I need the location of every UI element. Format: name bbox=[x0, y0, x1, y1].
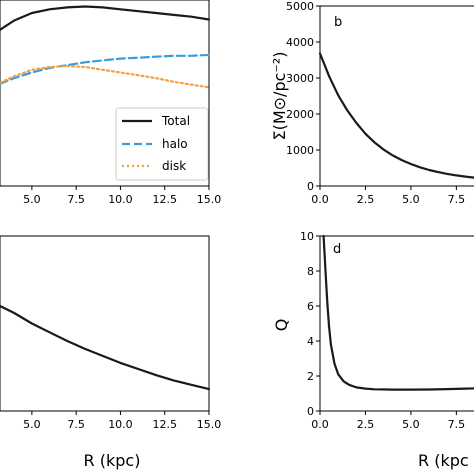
panel-d-xtick-label: 2.5 bbox=[357, 418, 375, 431]
panel-d bbox=[319, 235, 474, 412]
panel-letter-d: d bbox=[333, 242, 341, 257]
panel-d-ytick-label: 8 bbox=[307, 265, 314, 278]
panel-b-xtick-label: 2.5 bbox=[357, 193, 375, 206]
panel-d-ytick-label: 4 bbox=[307, 335, 314, 348]
panel-d-xlabel: R (kpc bbox=[418, 451, 469, 470]
legend-label-halo: halo bbox=[162, 137, 188, 151]
panel-a-series-halo-line bbox=[0, 53, 211, 85]
panel-b-ytick-label: 4000 bbox=[286, 36, 314, 49]
panel-d-ytick-label: 0 bbox=[307, 405, 314, 418]
panel-d-ytick-label: 2 bbox=[307, 370, 314, 383]
panel-c-xtick-label: 10.0 bbox=[108, 418, 133, 431]
panel-a-xtick-label: 10.0 bbox=[108, 193, 133, 206]
panel-d-xtick-label: 0.0 bbox=[311, 418, 329, 431]
panel-c-frame bbox=[0, 235, 210, 412]
panel-c-xlabel: R (kpc) bbox=[84, 451, 141, 470]
panel-b-series-0-line bbox=[318, 52, 474, 179]
panel-b-frame bbox=[319, 5, 474, 187]
panel-a-frame bbox=[0, 0, 210, 187]
panel-a-xtick-label: 15.0 bbox=[197, 193, 222, 206]
panel-a-xtick-label: 12.5 bbox=[152, 193, 177, 206]
panel-b-ytick-label: 5000 bbox=[286, 0, 314, 13]
panel-d-ytick-label: 10 bbox=[300, 230, 314, 243]
legend-frame bbox=[115, 107, 209, 181]
panel-a-series-total-line bbox=[0, 5, 211, 31]
panel-d-ytick-label: 6 bbox=[307, 300, 314, 313]
panel-d-xtick-label: 7.5 bbox=[448, 418, 466, 431]
panel-a-series-disk-line bbox=[0, 64, 211, 89]
panel-b bbox=[319, 5, 474, 187]
panel-c bbox=[0, 235, 210, 412]
panel-d-ylabel: Q bbox=[272, 319, 291, 332]
panel-b-ytick-label: 1000 bbox=[286, 144, 314, 157]
panel-b-ytick-label: 3000 bbox=[286, 72, 314, 85]
panel-c-xtick-label: 15.0 bbox=[197, 418, 222, 431]
panel-a-xtick-label: 7.5 bbox=[67, 193, 85, 206]
panel-b-xtick-label: 7.5 bbox=[448, 193, 466, 206]
panel-a bbox=[0, 0, 210, 187]
panel-c-series-0-line bbox=[0, 304, 211, 391]
panel-a-xtick-label: 5.0 bbox=[23, 193, 41, 206]
panel-d-series-0-line bbox=[322, 234, 474, 391]
chart-marks: 5.0 7.5 10.0 12.5 15.0 0.0 2.5 5.0 7.5 0 1000 2000 3… bbox=[0, 0, 474, 431]
panel-d-xtick-label: 5.0 bbox=[402, 418, 420, 431]
legend: Total halo disk bbox=[115, 107, 209, 181]
panel-b-xtick-label: 0.0 bbox=[311, 193, 329, 206]
panel-b-xtick-label: 5.0 bbox=[402, 193, 420, 206]
legend-label-total: Total bbox=[161, 114, 190, 128]
panel-d-frame bbox=[319, 235, 474, 412]
panel-b-ytick-label: 2000 bbox=[286, 108, 314, 121]
panel-c-xtick-label: 7.5 bbox=[67, 418, 85, 431]
panel-letter-b: b bbox=[334, 15, 342, 30]
panel-b-ylabel: Σ(M⊙/pc⁻²) bbox=[270, 51, 289, 140]
panel-c-xtick-label: 12.5 bbox=[152, 418, 177, 431]
panel-b-ytick-label: 0 bbox=[307, 180, 314, 193]
legend-label-disk: disk bbox=[162, 159, 186, 173]
panel-c-xtick-label: 5.0 bbox=[23, 418, 41, 431]
